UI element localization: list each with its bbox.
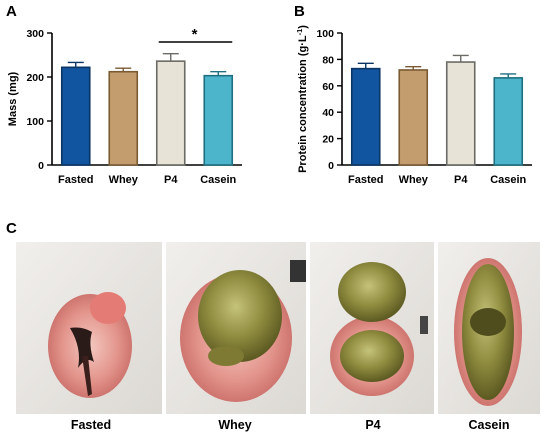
x-tick-label-casein: Casein xyxy=(200,174,236,186)
panel-label-c: C xyxy=(6,220,17,237)
bar-p4 xyxy=(445,61,476,166)
y-tick-label: 80 xyxy=(322,54,334,66)
y-tick-label: 0 xyxy=(38,160,44,172)
x-tick-label-whey: Whey xyxy=(109,174,139,186)
y-axis-label: Protein concentration (g·L-1) xyxy=(295,25,310,173)
y-tick-label: 20 xyxy=(322,134,334,146)
photo-whey xyxy=(166,242,306,414)
y-tick-label: 60 xyxy=(322,81,334,93)
y-axis-label-superscript: -1 xyxy=(295,29,304,36)
photo-casein xyxy=(438,242,540,414)
bar-whey xyxy=(108,70,139,166)
y-tick-label: 100 xyxy=(26,116,44,128)
chart-b-protein-concentration: 0 20 40 60 80 100 Protein concentration (g·L-1… xyxy=(295,25,532,186)
y-axis-label: Mass (mg) xyxy=(7,71,19,126)
significance-star: * xyxy=(192,26,198,43)
y-tick-label: 0 xyxy=(328,160,334,172)
y-tick-label: 300 xyxy=(26,28,44,40)
bar-whey xyxy=(398,69,429,166)
bar-casein xyxy=(203,74,234,166)
photo-panel-c xyxy=(16,242,540,414)
x-tick-label-p4: P4 xyxy=(164,174,178,186)
bar-casein xyxy=(493,77,524,166)
photo-label-casein: Casein xyxy=(468,418,510,432)
photo-label-fasted: Fasted xyxy=(70,418,112,432)
bar-fasted xyxy=(60,66,91,166)
x-tick-label-fasted: Fasted xyxy=(58,174,93,186)
panel-label-b: B xyxy=(294,3,305,20)
photo-p4 xyxy=(310,242,434,414)
x-tick-label-p4: P4 xyxy=(454,174,468,186)
panel-label-a: A xyxy=(6,3,17,20)
chart-a-mass: 0 100 200 300 Mass (mg) Fasted Whey P4 Casein * xyxy=(7,26,242,186)
bar-fasted xyxy=(350,67,381,166)
bar-p4 xyxy=(155,60,186,166)
y-tick-label: 40 xyxy=(322,107,334,119)
x-tick-label-fasted: Fasted xyxy=(348,174,383,186)
x-tick-label-whey: Whey xyxy=(399,174,429,186)
y-tick-label: 100 xyxy=(316,28,334,40)
y-tick-label: 200 xyxy=(26,72,44,84)
photo-label-whey: Whey xyxy=(218,418,252,432)
photo-fasted xyxy=(16,242,162,414)
x-tick-label-casein: Casein xyxy=(490,174,526,186)
photo-label-p4: P4 xyxy=(365,418,381,432)
